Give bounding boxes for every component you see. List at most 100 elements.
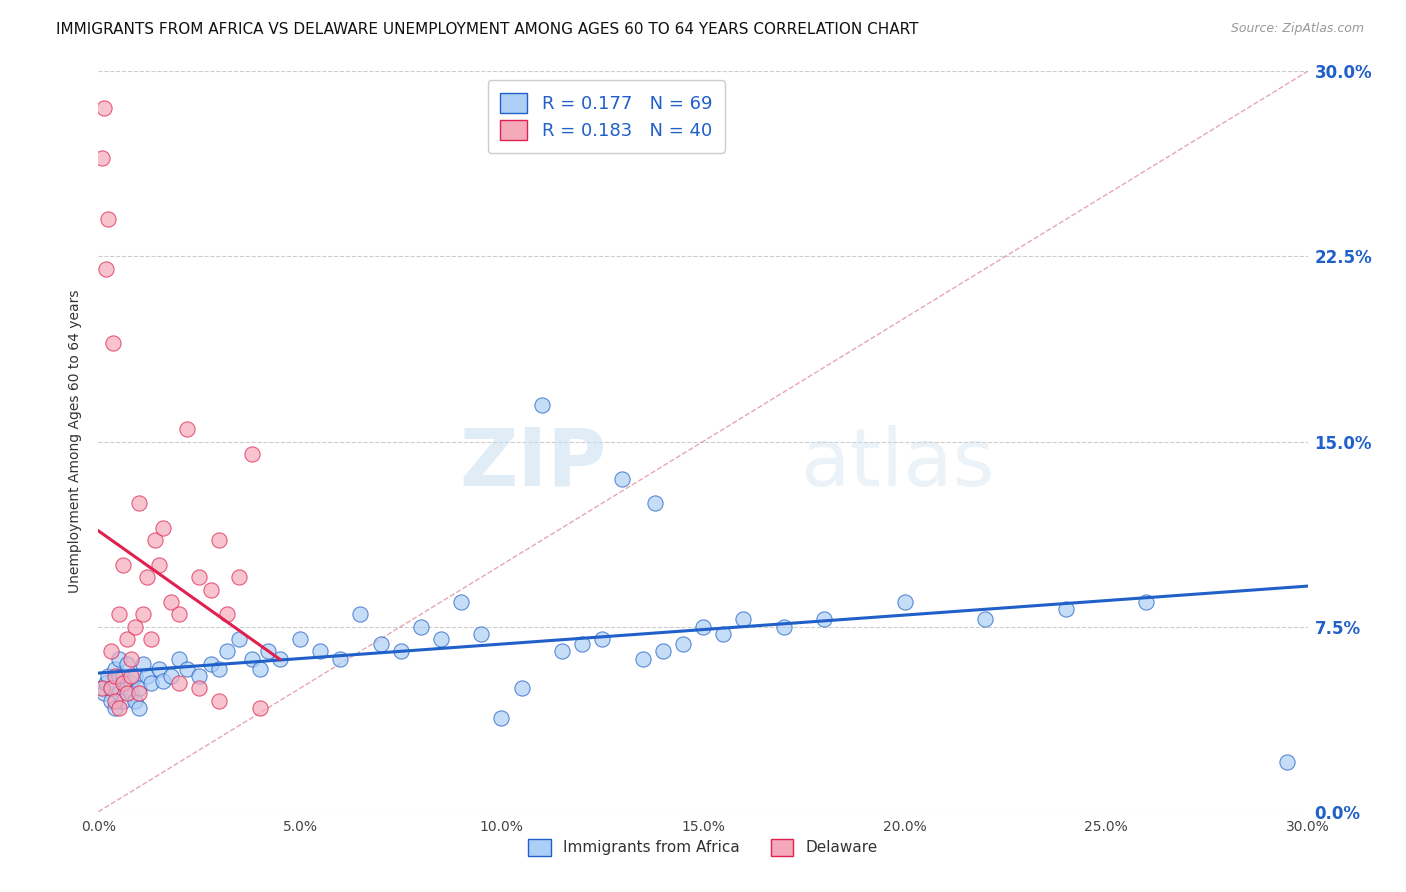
Point (672, 637, 695, 651)
Point (309, 644, 332, 658)
Point (249, 701, 271, 715)
Point (228, 632, 250, 646)
Point (217, 607, 239, 622)
Point (124, 694, 146, 708)
Point (631, 651, 654, 665)
Point (148, 558, 170, 572)
Point (188, 669, 211, 683)
Point (349, 607, 371, 622)
Point (188, 681, 211, 696)
Point (491, 711, 513, 725)
Point (91, 151, 114, 165)
Point (160, 595, 183, 609)
Point (107, 701, 129, 715)
Point (97, 212, 120, 227)
Point (389, 644, 412, 658)
Point (124, 669, 146, 683)
Text: ZIP: ZIP (458, 425, 606, 503)
Point (176, 422, 198, 436)
Point (269, 651, 291, 665)
Point (217, 644, 239, 658)
Point (651, 644, 673, 658)
Point (93, 686, 115, 700)
Point (200, 582, 222, 597)
Point (329, 651, 352, 665)
Point (103, 701, 125, 715)
Point (1054, 602, 1077, 616)
Point (115, 657, 138, 671)
Point (135, 669, 157, 683)
Point (97, 669, 120, 683)
Point (120, 686, 142, 700)
Point (107, 686, 129, 700)
Point (115, 681, 138, 696)
Point (120, 651, 142, 665)
Point (167, 651, 190, 665)
Point (128, 681, 150, 696)
Point (101, 335, 124, 350)
Point (124, 619, 146, 633)
Point (139, 632, 162, 646)
Point (120, 669, 142, 683)
Point (91, 681, 114, 696)
Point (107, 607, 129, 622)
Text: atlas: atlas (800, 425, 994, 503)
Point (200, 657, 222, 671)
Point (256, 644, 278, 658)
Point (91, 681, 114, 696)
Point (240, 651, 263, 665)
Point (103, 694, 125, 708)
Point (591, 632, 613, 646)
Point (103, 662, 125, 676)
Point (100, 681, 122, 696)
Point (160, 669, 183, 683)
Point (139, 676, 162, 690)
Point (152, 521, 174, 535)
Point (132, 607, 155, 622)
Point (470, 627, 492, 641)
Point (111, 669, 134, 683)
Point (208, 662, 231, 676)
Point (974, 612, 997, 626)
Point (249, 662, 271, 676)
Point (115, 632, 138, 646)
Point (1277, 756, 1299, 770)
Point (128, 496, 150, 510)
Point (530, 398, 553, 412)
Point (711, 627, 734, 641)
Point (111, 676, 134, 690)
Point (772, 619, 794, 633)
Point (288, 632, 311, 646)
Point (120, 676, 142, 690)
Point (612, 471, 634, 485)
Point (510, 681, 533, 696)
Point (148, 662, 170, 676)
Point (644, 496, 666, 510)
Point (96, 676, 118, 690)
Text: Source: ZipAtlas.com: Source: ZipAtlas.com (1230, 22, 1364, 36)
Point (450, 595, 472, 609)
Point (132, 657, 155, 671)
Point (93, 101, 115, 115)
Point (188, 570, 211, 584)
Point (240, 447, 263, 461)
Point (143, 533, 166, 548)
Point (176, 662, 198, 676)
Point (96, 261, 118, 276)
Legend: Immigrants from Africa, Delaware: Immigrants from Africa, Delaware (520, 831, 886, 863)
Point (813, 612, 835, 626)
Point (103, 669, 125, 683)
Point (107, 651, 129, 665)
Point (551, 644, 574, 658)
Point (152, 673, 174, 688)
Y-axis label: Unemployment Among Ages 60 to 64 years: Unemployment Among Ages 60 to 64 years (69, 290, 83, 593)
Point (370, 637, 392, 651)
Point (733, 612, 755, 626)
Point (115, 686, 138, 700)
Point (409, 619, 432, 633)
Point (128, 701, 150, 715)
Point (228, 570, 250, 584)
Point (208, 533, 231, 548)
Point (1135, 595, 1157, 609)
Point (100, 644, 122, 658)
